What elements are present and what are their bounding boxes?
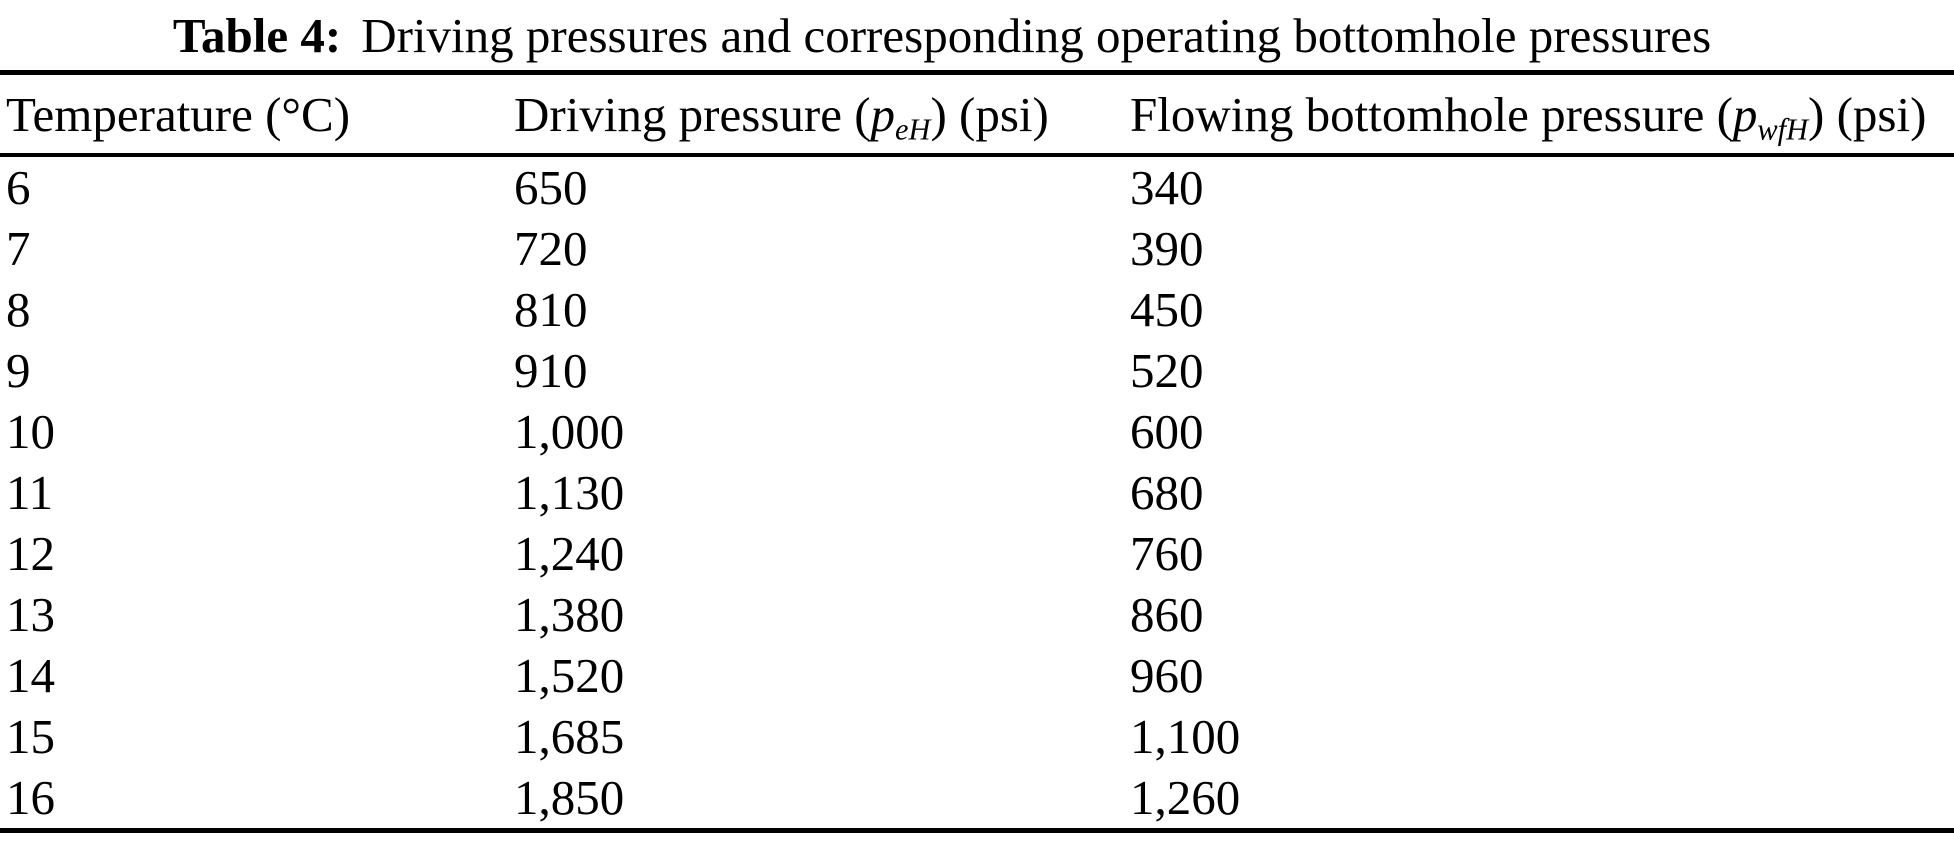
table-cell-temperature: 16 xyxy=(6,770,55,825)
table-cell-driving-pressure: 1,685 xyxy=(514,709,625,764)
table-cell-temperature: 11 xyxy=(6,465,54,520)
table-row: 9 910 520 xyxy=(0,340,1954,401)
col-header-temperature: Temperature (°C) xyxy=(0,72,514,157)
col-header-driving-pressure-text: Driving pressure ( xyxy=(514,86,871,142)
table-cell-driving-pressure: 1,850 xyxy=(514,770,625,825)
table-row: 14 1,520 960 xyxy=(0,645,1954,706)
table-row: 11 1,130 680 xyxy=(0,462,1954,523)
table-body: 6 650 340 7 720 390 8 810 450 9 910 520 10 1,000 600 11… xyxy=(0,155,1954,831)
col-header-flowing-bottomhole-pressure-symbol: p xyxy=(1732,86,1758,142)
table-cell-driving-pressure: 810 xyxy=(514,282,588,337)
table-cell-temperature: 12 xyxy=(6,526,55,581)
table-cell-temperature: 7 xyxy=(6,221,31,276)
table-cell-flowing-bottomhole-pressure: 600 xyxy=(1130,404,1204,459)
table-row: 16 1,850 1,260 xyxy=(0,767,1954,831)
table-cell-flowing-bottomhole-pressure: 680 xyxy=(1130,465,1204,520)
table-row: 8 810 450 xyxy=(0,279,1954,340)
col-header-flowing-bottomhole-pressure-subscript: wfH xyxy=(1757,112,1809,146)
table-cell-driving-pressure: 1,240 xyxy=(514,526,625,581)
table-cell-driving-pressure: 650 xyxy=(514,160,588,215)
table-caption-text: Driving pressures and corresponding oper… xyxy=(361,8,1712,63)
col-header-flowing-bottomhole-pressure: Flowing bottomhole pressure (pwfH) (psi) xyxy=(1130,72,1954,157)
table-row: 6 650 340 xyxy=(0,155,1954,218)
table-cell-flowing-bottomhole-pressure: 520 xyxy=(1130,343,1204,398)
table-header: Temperature (°C) Driving pressure (peH) … xyxy=(0,72,1954,157)
table-row: 12 1,240 760 xyxy=(0,523,1954,584)
table-cell-driving-pressure: 1,520 xyxy=(514,648,625,703)
table-cell-temperature: 8 xyxy=(6,282,31,337)
table-cell-flowing-bottomhole-pressure: 760 xyxy=(1130,526,1204,581)
table-row: 13 1,380 860 xyxy=(0,584,1954,645)
table-cell-driving-pressure: 720 xyxy=(514,221,588,276)
table-row: 7 720 390 xyxy=(0,218,1954,279)
table-cell-temperature: 14 xyxy=(6,648,55,703)
col-header-flowing-bottomhole-pressure-units: ) (psi) xyxy=(1808,86,1927,142)
table-cell-flowing-bottomhole-pressure: 340 xyxy=(1130,160,1204,215)
table-row: 10 1,000 600 xyxy=(0,401,1954,462)
table-cell-driving-pressure: 1,000 xyxy=(514,404,625,459)
col-header-driving-pressure-units: ) (psi) xyxy=(930,86,1049,142)
col-header-flowing-bottomhole-pressure-text: Flowing bottomhole pressure ( xyxy=(1130,86,1733,142)
header-row: Temperature (°C) Driving pressure (peH) … xyxy=(0,72,1954,157)
table-cell-temperature: 6 xyxy=(6,160,31,215)
col-header-driving-pressure-subscript: eH xyxy=(895,112,931,146)
table-cell-temperature: 15 xyxy=(6,709,55,764)
table-cell-temperature: 10 xyxy=(6,404,55,459)
table-cell-driving-pressure: 1,380 xyxy=(514,587,625,642)
table-cell-flowing-bottomhole-pressure: 860 xyxy=(1130,587,1204,642)
table-cell-temperature: 13 xyxy=(6,587,55,642)
table-cell-flowing-bottomhole-pressure: 960 xyxy=(1130,648,1204,703)
table-cell-flowing-bottomhole-pressure: 450 xyxy=(1130,282,1204,337)
table-cell-flowing-bottomhole-pressure: 1,260 xyxy=(1130,770,1241,825)
table-cell-temperature: 9 xyxy=(6,343,31,398)
col-header-driving-pressure: Driving pressure (peH) (psi) xyxy=(514,72,1130,157)
table-caption: Table 4: Driving pressures and correspond… xyxy=(0,8,1954,70)
table-cell-driving-pressure: 910 xyxy=(514,343,588,398)
table-row: 15 1,685 1,100 xyxy=(0,706,1954,767)
col-header-temperature-text: Temperature (°C) xyxy=(6,86,351,142)
table-cell-driving-pressure: 1,130 xyxy=(514,465,625,520)
pressure-table: Temperature (°C) Driving pressure (peH) … xyxy=(0,70,1954,833)
col-header-driving-pressure-symbol: p xyxy=(870,86,896,142)
table-cell-flowing-bottomhole-pressure: 1,100 xyxy=(1130,709,1241,764)
table-caption-label: Table 4: xyxy=(172,8,342,63)
table-cell-flowing-bottomhole-pressure: 390 xyxy=(1130,221,1204,276)
